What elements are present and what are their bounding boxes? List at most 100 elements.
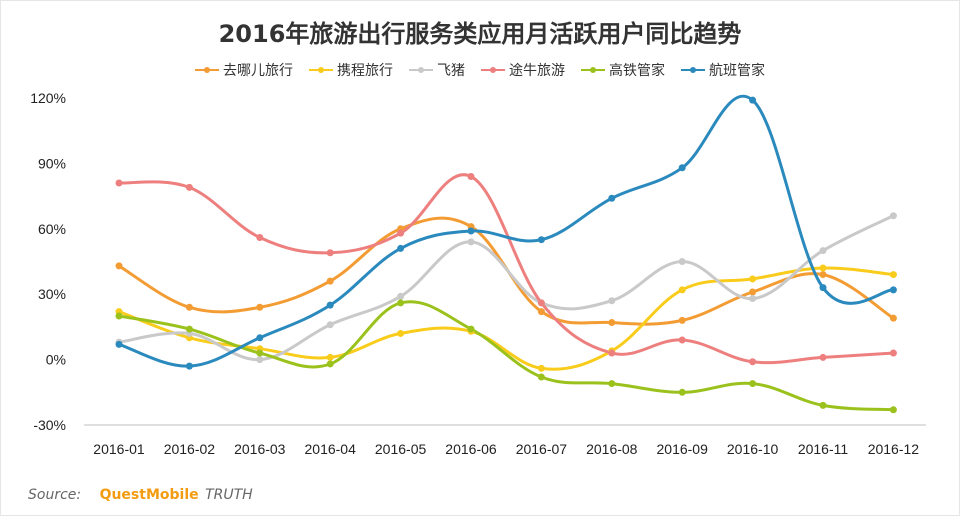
data-point bbox=[608, 194, 616, 202]
legend-swatch bbox=[481, 64, 505, 76]
data-point bbox=[889, 406, 897, 414]
data-point bbox=[115, 312, 123, 320]
legend-label: 途牛旅游 bbox=[509, 63, 565, 79]
data-point bbox=[326, 277, 334, 285]
y-tick-label: 60% bbox=[38, 221, 66, 237]
x-tick-label: 2016-09 bbox=[657, 441, 709, 457]
legend-item: 去哪儿旅行 bbox=[195, 60, 293, 80]
data-point bbox=[749, 96, 757, 104]
data-point bbox=[467, 325, 475, 333]
legend-item: 航班管家 bbox=[681, 60, 765, 80]
data-point bbox=[889, 271, 897, 279]
data-point bbox=[326, 353, 334, 361]
legend-label: 高铁管家 bbox=[609, 63, 665, 79]
data-point bbox=[256, 349, 264, 357]
data-point bbox=[537, 364, 545, 372]
series-lines bbox=[117, 94, 895, 412]
legend-swatch bbox=[409, 64, 433, 76]
data-point bbox=[608, 349, 616, 357]
data-point bbox=[256, 303, 264, 311]
legend-item: 携程旅行 bbox=[309, 60, 393, 80]
data-point bbox=[749, 380, 757, 388]
data-point bbox=[467, 227, 475, 235]
data-point bbox=[819, 271, 827, 279]
data-point bbox=[397, 292, 405, 300]
data-point bbox=[537, 299, 545, 307]
data-point bbox=[397, 299, 405, 307]
data-point bbox=[397, 329, 405, 337]
legend-label: 去哪儿旅行 bbox=[223, 63, 293, 79]
axes: -30% 0% 30% 60% 90% 120% 2016-01 2016-02 2016-03… bbox=[30, 90, 926, 457]
data-point bbox=[749, 358, 757, 366]
data-point bbox=[749, 288, 757, 296]
data-point bbox=[185, 362, 193, 370]
chart-legend: 去哪儿旅行 携程旅行 飞猪 途牛旅游 高铁管家 航班管家 bbox=[0, 60, 960, 80]
data-point bbox=[467, 172, 475, 180]
data-point bbox=[115, 262, 123, 270]
x-tick-label: 2016-07 bbox=[516, 441, 568, 457]
x-tick-label: 2016-10 bbox=[727, 441, 779, 457]
legend-swatch bbox=[195, 64, 219, 76]
x-tick-label: 2016-06 bbox=[445, 441, 497, 457]
x-tick-label: 2016-01 bbox=[93, 441, 145, 457]
data-point bbox=[115, 179, 123, 187]
data-point bbox=[326, 249, 334, 257]
x-tick-label: 2016-08 bbox=[586, 441, 638, 457]
y-tick-label: 120% bbox=[30, 90, 66, 106]
data-point bbox=[678, 316, 686, 324]
legend-item: 飞猪 bbox=[409, 60, 465, 80]
x-tick-label: 2016-11 bbox=[798, 441, 849, 457]
data-point bbox=[185, 183, 193, 191]
series-line bbox=[117, 266, 895, 371]
source-brand-logo: QuestMobile bbox=[99, 487, 199, 503]
data-point bbox=[678, 258, 686, 265]
data-point bbox=[678, 164, 686, 172]
data-point bbox=[397, 229, 405, 237]
data-point bbox=[537, 373, 545, 381]
data-point bbox=[749, 275, 757, 283]
data-point bbox=[889, 286, 897, 294]
legend-item: 途牛旅游 bbox=[481, 60, 565, 80]
y-tick-label: 90% bbox=[38, 155, 66, 171]
x-tick-label: 2016-12 bbox=[868, 441, 920, 457]
data-point bbox=[819, 247, 827, 255]
data-point bbox=[749, 295, 757, 303]
data-point bbox=[608, 319, 616, 327]
data-point bbox=[185, 325, 193, 333]
data-point bbox=[397, 244, 405, 252]
source-label: Source: bbox=[28, 487, 82, 503]
data-point bbox=[185, 303, 193, 311]
data-point bbox=[537, 236, 545, 244]
data-point bbox=[819, 264, 827, 272]
legend-swatch bbox=[581, 64, 605, 76]
y-tick-label: -30% bbox=[33, 417, 66, 433]
data-point bbox=[678, 388, 686, 396]
data-point bbox=[326, 301, 334, 309]
data-point bbox=[326, 360, 334, 368]
data-point bbox=[115, 340, 123, 348]
data-point bbox=[819, 353, 827, 361]
series-points bbox=[115, 96, 897, 414]
data-point bbox=[256, 356, 264, 364]
legend-item: 高铁管家 bbox=[581, 60, 665, 80]
chart-title: 2016年旅游出行服务类应用月活跃用户同比趋势 bbox=[218, 20, 742, 48]
x-tick-label: 2016-03 bbox=[234, 441, 286, 457]
data-point bbox=[256, 234, 264, 242]
legend-swatch bbox=[309, 64, 333, 76]
data-point bbox=[326, 321, 334, 329]
x-tick-label: 2016-05 bbox=[375, 441, 427, 457]
series-line bbox=[117, 300, 895, 412]
data-point bbox=[467, 238, 475, 246]
legend-label: 飞猪 bbox=[437, 63, 465, 79]
x-tick-label: 2016-04 bbox=[305, 441, 357, 457]
data-point bbox=[678, 286, 686, 294]
y-tick-label: 30% bbox=[38, 286, 66, 302]
source-note: Source: QuestMobile TRUTH bbox=[28, 487, 253, 503]
data-point bbox=[889, 212, 897, 220]
legend-label: 航班管家 bbox=[709, 63, 765, 79]
data-point bbox=[537, 308, 545, 316]
data-point bbox=[608, 380, 616, 388]
data-point bbox=[256, 334, 264, 342]
data-point bbox=[678, 336, 686, 344]
